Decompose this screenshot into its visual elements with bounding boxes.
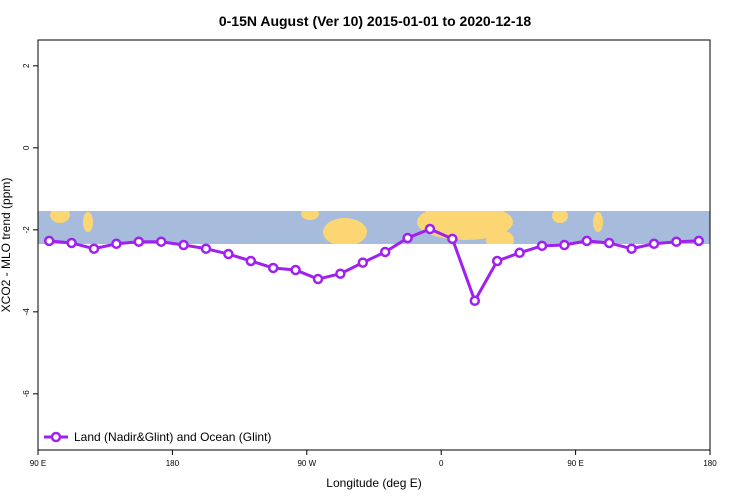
point bbox=[290, 264, 301, 276]
y-axis-label: XCO2 - MLO trend (ppm) bbox=[0, 178, 13, 313]
point bbox=[111, 238, 122, 250]
x-tick-label: 90 W bbox=[297, 459, 316, 468]
point bbox=[155, 236, 167, 247]
point bbox=[603, 237, 615, 249]
point bbox=[447, 233, 458, 245]
y-tick-label: -4 bbox=[22, 308, 31, 316]
point bbox=[514, 247, 525, 259]
x-tick-label: 0 bbox=[439, 459, 444, 468]
point bbox=[66, 237, 77, 249]
point bbox=[693, 235, 705, 247]
point bbox=[559, 239, 570, 251]
point bbox=[424, 223, 436, 235]
x-tick-label: 90 E bbox=[567, 459, 583, 468]
point bbox=[178, 239, 189, 251]
point bbox=[43, 235, 55, 247]
point bbox=[402, 232, 413, 244]
map-background bbox=[38, 211, 710, 244]
point bbox=[379, 246, 391, 258]
point bbox=[133, 236, 145, 247]
y-tick-label: -6 bbox=[22, 390, 31, 398]
chart-title: 0-15N August (Ver 10) 2015-01-01 to 2020… bbox=[219, 13, 532, 29]
y-tick-label: -2 bbox=[22, 226, 31, 234]
y-tick-label: 0 bbox=[22, 145, 31, 150]
plot-frame bbox=[37, 39, 711, 451]
legend-label: Land (Nadir&Glint) and Ocean (Glint) bbox=[74, 430, 271, 444]
y-tick-label: 2 bbox=[22, 63, 31, 68]
point bbox=[267, 262, 279, 274]
point bbox=[312, 273, 324, 285]
point bbox=[357, 257, 369, 268]
point bbox=[648, 238, 660, 250]
x-tick-label: 180 bbox=[166, 459, 180, 468]
point bbox=[469, 295, 481, 307]
point bbox=[335, 268, 346, 279]
point bbox=[581, 235, 593, 247]
x-tick-label: 90 E bbox=[30, 459, 46, 468]
point bbox=[88, 243, 100, 254]
point bbox=[245, 255, 257, 267]
point bbox=[626, 243, 637, 254]
point bbox=[536, 240, 548, 252]
x-axis-label: Longitude (deg E) bbox=[326, 476, 421, 490]
point bbox=[671, 236, 682, 247]
legend-marker bbox=[50, 431, 62, 443]
point bbox=[200, 243, 212, 254]
x-tick-label: 180 bbox=[703, 459, 717, 468]
point bbox=[223, 248, 234, 260]
point bbox=[491, 255, 503, 267]
